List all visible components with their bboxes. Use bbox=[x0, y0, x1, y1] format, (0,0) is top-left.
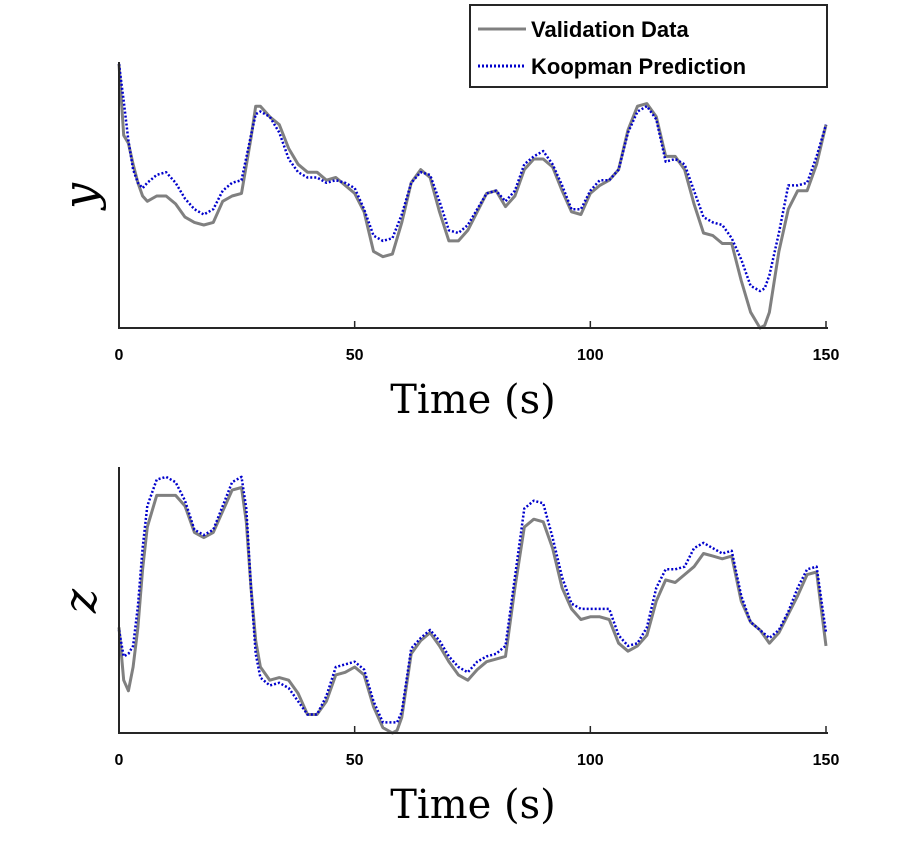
top-x-tick-label: 0 bbox=[115, 347, 124, 364]
top-y-axis-label: y bbox=[53, 182, 107, 211]
top-x-tick-label: 150 bbox=[813, 347, 840, 364]
bottom-x-tick-label: 100 bbox=[577, 752, 604, 769]
bottom-y-axis-label: z bbox=[53, 588, 107, 614]
bottom-chart: 0 50 100 150 Time (s) z bbox=[53, 467, 839, 828]
bottom-plot-area bbox=[119, 469, 827, 733]
bottom-series-koopman-line bbox=[117, 475, 828, 724]
top-x-ticks: 0 50 100 150 bbox=[115, 321, 840, 364]
legend-label-koopman: Koopman Prediction bbox=[531, 54, 746, 79]
legend-box bbox=[469, 4, 828, 88]
top-series-validation-line bbox=[117, 63, 828, 330]
top-x-tick-label: 100 bbox=[577, 347, 604, 364]
bottom-series-group bbox=[117, 475, 828, 735]
bottom-series-validation-line bbox=[117, 486, 828, 735]
top-x-axis-label: Time (s) bbox=[390, 377, 556, 423]
bottom-x-ticks: 0 50 100 150 bbox=[115, 726, 840, 769]
bottom-x-tick-label: 0 bbox=[115, 752, 124, 769]
legend-label-validation: Validation Data bbox=[531, 17, 689, 42]
top-x-tick-label: 50 bbox=[346, 347, 364, 364]
top-chart: 0 50 100 150 Time (s) y bbox=[53, 62, 839, 423]
top-series-koopman-line bbox=[117, 63, 828, 293]
top-plot-area bbox=[119, 64, 827, 328]
bottom-x-tick-label: 50 bbox=[346, 752, 364, 769]
bottom-x-axis-label: Time (s) bbox=[390, 782, 556, 828]
legend: Validation Data Koopman Prediction bbox=[469, 4, 828, 88]
bottom-x-tick-label: 150 bbox=[813, 752, 840, 769]
top-series-group bbox=[117, 63, 828, 330]
